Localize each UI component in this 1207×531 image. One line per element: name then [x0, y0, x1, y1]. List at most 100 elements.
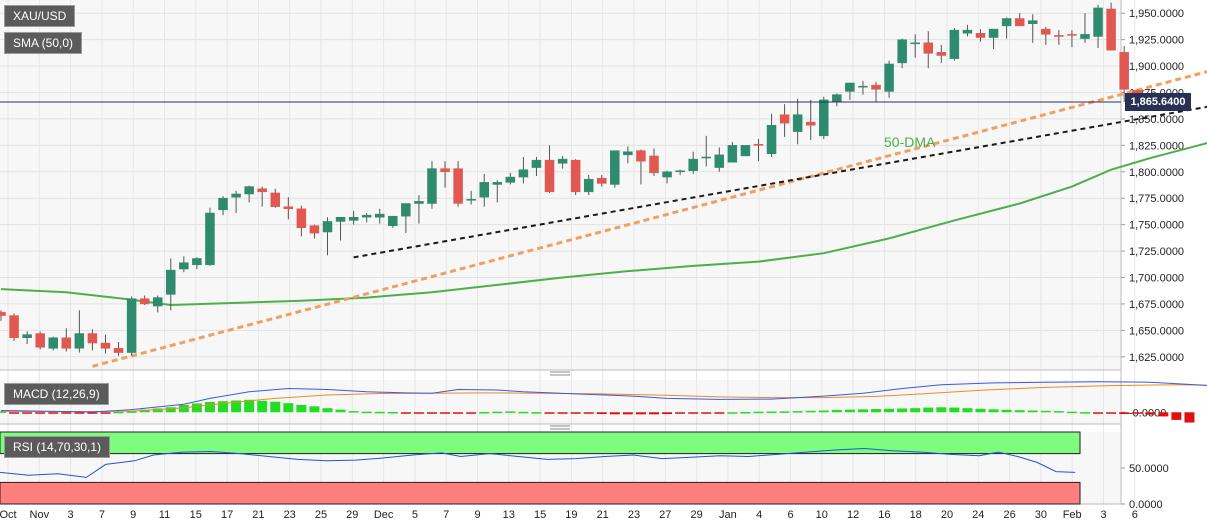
candle-body: [884, 63, 894, 92]
macd-histogram-bar: [792, 411, 803, 413]
candle-body: [179, 262, 189, 270]
price-tick-label: 1,625.0000: [1129, 352, 1184, 364]
price-tick-label: 1,825.0000: [1129, 140, 1184, 152]
macd-histogram-bar: [492, 411, 503, 414]
price-tick-label: 1,750.0000: [1129, 220, 1184, 232]
candle-body: [701, 156, 711, 159]
candle-body: [779, 114, 790, 124]
macd-histogram-bar: [296, 404, 307, 413]
candle-body: [845, 82, 855, 92]
time-tick-label: 7: [99, 509, 105, 521]
candle-body: [35, 333, 45, 348]
macd-histogram-bar: [74, 412, 85, 414]
time-tick-label: 26: [1003, 509, 1015, 521]
pane-divider-top[interactable]: [550, 371, 570, 376]
symbol-label[interactable]: XAU/USD: [4, 5, 76, 27]
candle-body: [518, 169, 529, 178]
macd-panel: [0, 381, 1207, 423]
macd-histogram-bar: [61, 412, 72, 414]
macd-histogram-bar: [335, 409, 346, 413]
candle-body: [975, 33, 986, 38]
macd-histogram-bar: [22, 412, 33, 414]
candle-body: [1027, 20, 1038, 25]
time-tick-label: 6: [1132, 509, 1138, 521]
rsi-oversold-zone: [0, 481, 1081, 505]
rsi-panel: [0, 431, 1081, 505]
time-tick-label: 25: [315, 509, 327, 521]
candle-body: [805, 121, 816, 126]
time-tick-label: 16: [878, 509, 890, 521]
time-tick-label: 9: [474, 509, 480, 521]
macd-histogram-bar: [871, 409, 882, 413]
macd-histogram-bar: [1093, 412, 1104, 414]
candle-body: [466, 199, 476, 201]
macd-histogram-bar: [714, 412, 725, 414]
macd-histogram-bar: [139, 409, 150, 413]
candle-body: [570, 159, 581, 193]
time-tick-label: 20: [941, 509, 953, 521]
candle-body: [192, 258, 202, 266]
macd-histogram-bar: [1106, 412, 1117, 414]
candle-body: [1080, 34, 1090, 39]
macd-histogram-bar: [1027, 410, 1038, 413]
candle-body: [270, 192, 281, 207]
rsi-tick-label: 50.0000: [1129, 463, 1169, 475]
candle-body: [544, 159, 555, 193]
price-tick-label: 1,900.0000: [1129, 61, 1184, 73]
candle-body: [87, 333, 98, 344]
candle-body: [361, 214, 372, 218]
time-tick-label: 3: [68, 509, 74, 521]
macd-histogram-bar: [1132, 412, 1143, 414]
candle-body: [740, 145, 751, 157]
macd-histogram-bar: [374, 411, 385, 414]
time-tick-label: 30: [1035, 509, 1047, 521]
candle-body: [374, 213, 385, 218]
candle-body: [479, 182, 489, 198]
macd-histogram-bar: [440, 412, 451, 414]
candle-body: [871, 84, 881, 90]
candle-body: [166, 269, 176, 295]
macd-pane-bg: [0, 380, 1121, 424]
macd-histogram-bar: [1119, 412, 1130, 415]
candle-body: [531, 159, 542, 168]
trendlines: [92, 70, 1207, 368]
sma-label[interactable]: SMA (50,0): [4, 32, 83, 54]
candle-body: [675, 170, 685, 173]
macd-histogram-bar: [48, 412, 59, 414]
macd-histogram-bar: [975, 408, 986, 413]
macd-histogram-bar: [805, 410, 816, 413]
price-tick-label: 1,650.0000: [1129, 325, 1184, 337]
time-tick-label: 15: [534, 509, 546, 521]
macd-histogram-bar: [191, 403, 202, 413]
candle-body: [792, 114, 803, 132]
time-tick-label: 23: [284, 509, 296, 521]
price-tick-label: 1,950.0000: [1129, 8, 1184, 20]
candle-body: [244, 186, 254, 195]
time-tick-label: 4: [756, 509, 762, 521]
macd-label[interactable]: MACD (12,26,9): [4, 383, 109, 405]
pane-divider-bottom[interactable]: [550, 425, 570, 430]
candle-body: [962, 29, 973, 34]
candle-body: [257, 188, 267, 193]
time-tick-label: 11: [159, 509, 170, 521]
macd-histogram-bar: [923, 407, 934, 413]
macd-histogram-bar: [322, 408, 333, 413]
macd-histogram-bar: [1145, 412, 1156, 415]
candle-body: [714, 154, 725, 168]
time-tick-label: Feb: [1063, 509, 1082, 521]
macd-histogram-bar: [518, 411, 529, 414]
macd-histogram-bar: [910, 408, 921, 413]
candle-body: [1106, 8, 1116, 51]
candle-body: [309, 225, 320, 234]
candle-body: [453, 168, 463, 204]
price-tick-label: 1,925.0000: [1129, 35, 1184, 47]
candle-body: [388, 215, 398, 226]
macd-histogram-bar: [400, 412, 411, 414]
macd-histogram-bar: [479, 411, 490, 414]
candle-body: [1119, 52, 1129, 90]
rsi-label[interactable]: RSI (14,70,30,1): [4, 436, 111, 458]
macd-histogram-bar: [570, 412, 581, 414]
macd-histogram-bar: [283, 403, 294, 413]
